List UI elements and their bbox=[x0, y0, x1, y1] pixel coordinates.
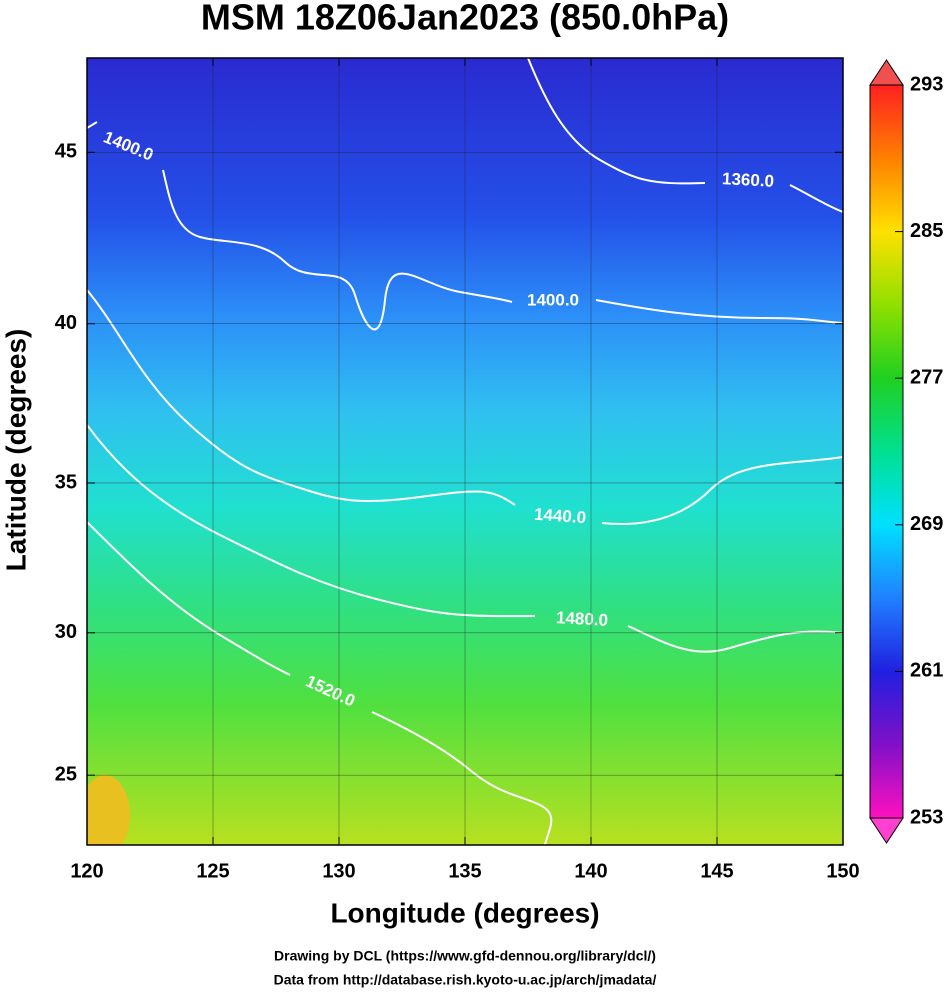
y-axis-label: Latitude (degrees) bbox=[0, 329, 31, 572]
contour-line bbox=[87, 289, 843, 526]
x-axis-label: Longitude (degrees) bbox=[330, 897, 599, 928]
colorbar-tick-label: 293 bbox=[910, 73, 943, 95]
y-tick-label: 25 bbox=[55, 763, 77, 785]
y-tick-label: 40 bbox=[55, 312, 77, 334]
colorbar-max-arrow bbox=[869, 59, 904, 86]
x-tick-label: 125 bbox=[196, 860, 229, 882]
contour-line bbox=[87, 521, 553, 845]
contour-label: 1440.0 bbox=[533, 505, 586, 528]
colorbar-tick-label: 261 bbox=[910, 660, 943, 682]
x-tick-label: 130 bbox=[322, 860, 355, 882]
contour-label: 1400.0 bbox=[527, 290, 579, 309]
colorbar-tick-label: 277 bbox=[910, 366, 943, 388]
y-tick-label: 45 bbox=[55, 141, 77, 163]
warm-area bbox=[87, 775, 130, 845]
x-tick-label: 140 bbox=[574, 860, 607, 882]
colorbar bbox=[869, 84, 904, 819]
credit: Drawing by DCL (https://www.gfd-dennou.o… bbox=[274, 948, 656, 964]
x-tick-label: 145 bbox=[700, 860, 733, 882]
y-tick-label: 35 bbox=[55, 471, 77, 493]
contour-line bbox=[595, 299, 843, 324]
contour-line bbox=[87, 424, 843, 653]
y-tick-label: 30 bbox=[55, 621, 77, 643]
contour-line bbox=[527, 58, 843, 213]
x-tick-label: 150 bbox=[826, 860, 859, 882]
colorbar-min-arrow bbox=[869, 817, 904, 844]
x-tick-label: 135 bbox=[448, 860, 481, 882]
credit: Data from http://database.rish.kyoto-u.a… bbox=[274, 972, 657, 988]
colorbar-tick-label: 269 bbox=[910, 513, 943, 535]
contour-label: 1360.0 bbox=[722, 169, 775, 191]
chart-title: MSM 18Z06Jan2023 (850.0hPa) bbox=[201, 0, 729, 38]
contour-line bbox=[87, 121, 513, 331]
x-tick-label: 120 bbox=[70, 860, 103, 882]
colorbar-tick-label: 285 bbox=[910, 220, 943, 242]
cold-core bbox=[400, 58, 800, 148]
contour-label: 1480.0 bbox=[556, 608, 609, 630]
colorbar-tick-label: 253 bbox=[910, 806, 943, 828]
